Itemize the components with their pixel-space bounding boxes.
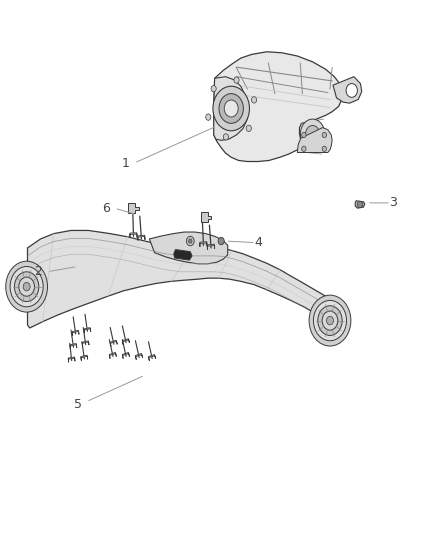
Circle shape <box>223 134 229 140</box>
Circle shape <box>14 272 39 302</box>
Polygon shape <box>130 233 137 238</box>
Polygon shape <box>214 77 249 140</box>
Polygon shape <box>122 338 129 345</box>
Circle shape <box>19 277 35 296</box>
Polygon shape <box>84 328 91 333</box>
Polygon shape <box>200 241 207 247</box>
Circle shape <box>322 311 338 330</box>
Circle shape <box>302 132 306 138</box>
Polygon shape <box>207 244 215 249</box>
Circle shape <box>346 84 357 98</box>
Circle shape <box>318 306 342 335</box>
Polygon shape <box>201 212 211 222</box>
Circle shape <box>300 119 325 149</box>
Circle shape <box>326 317 333 325</box>
Circle shape <box>206 114 211 120</box>
Circle shape <box>211 85 216 92</box>
Polygon shape <box>122 352 129 359</box>
Polygon shape <box>333 77 362 103</box>
Circle shape <box>302 146 306 151</box>
Circle shape <box>322 132 326 138</box>
Polygon shape <box>135 353 142 360</box>
Polygon shape <box>68 357 75 362</box>
Text: 2: 2 <box>35 265 42 278</box>
Circle shape <box>188 239 192 243</box>
Circle shape <box>213 86 250 131</box>
Circle shape <box>306 125 320 142</box>
Polygon shape <box>72 330 79 336</box>
Polygon shape <box>28 230 325 328</box>
Polygon shape <box>148 354 155 361</box>
Polygon shape <box>110 340 117 346</box>
Circle shape <box>186 236 194 246</box>
Text: 6: 6 <box>102 201 110 215</box>
Circle shape <box>246 125 251 132</box>
Text: 5: 5 <box>74 398 81 411</box>
Circle shape <box>23 282 30 291</box>
Polygon shape <box>214 52 343 161</box>
Polygon shape <box>128 203 139 214</box>
Circle shape <box>251 96 257 103</box>
Circle shape <box>322 146 326 151</box>
Text: 1: 1 <box>121 157 129 169</box>
Polygon shape <box>82 341 89 346</box>
Circle shape <box>234 77 239 83</box>
Text: 3: 3 <box>389 196 397 209</box>
Circle shape <box>218 237 224 245</box>
Polygon shape <box>109 352 117 359</box>
Circle shape <box>6 261 47 312</box>
Circle shape <box>10 266 43 307</box>
Circle shape <box>357 201 363 208</box>
Circle shape <box>219 94 244 123</box>
Polygon shape <box>149 232 228 264</box>
Polygon shape <box>70 343 77 349</box>
Polygon shape <box>355 201 365 208</box>
Circle shape <box>314 301 346 341</box>
Polygon shape <box>297 127 332 152</box>
Polygon shape <box>138 235 145 240</box>
Polygon shape <box>81 355 88 361</box>
Circle shape <box>309 295 351 346</box>
Polygon shape <box>174 249 192 260</box>
Text: 4: 4 <box>254 236 262 249</box>
Circle shape <box>224 100 238 117</box>
